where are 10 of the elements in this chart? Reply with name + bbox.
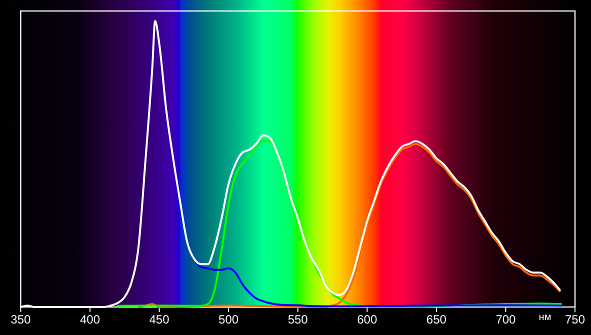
x-tick-label: 500 <box>218 312 239 327</box>
x-tick-label: 700 <box>496 312 516 327</box>
x-tick-label: 450 <box>149 312 170 327</box>
x-axis-title: нм <box>538 312 552 323</box>
x-tick-label: 400 <box>80 312 100 327</box>
x-tick-label: 650 <box>426 312 447 327</box>
x-tick-label: 550 <box>288 312 308 327</box>
x-tick-label: 750 <box>564 312 586 327</box>
x-tick-label: 600 <box>357 312 378 327</box>
x-tick-label: 350 <box>10 312 32 327</box>
